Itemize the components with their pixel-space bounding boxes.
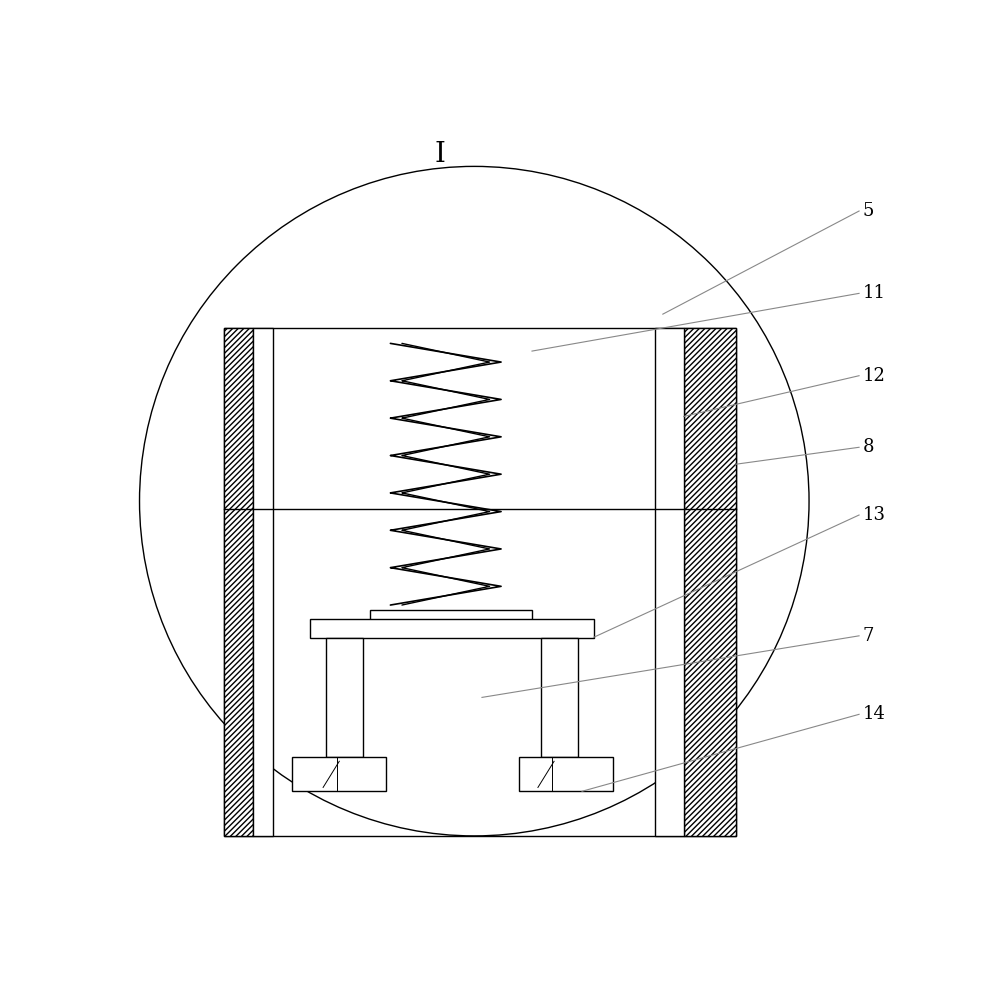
Bar	[292, 757, 385, 791]
Bar	[655, 328, 683, 836]
Bar	[224, 328, 736, 836]
Text: I: I	[434, 141, 445, 168]
Bar	[326, 638, 362, 757]
Text: 12: 12	[863, 367, 886, 385]
Bar	[519, 757, 613, 791]
Text: 8: 8	[863, 438, 875, 456]
Bar	[311, 619, 594, 638]
Bar	[541, 638, 578, 757]
Bar	[683, 328, 736, 836]
Bar	[253, 328, 273, 836]
Text: 7: 7	[863, 627, 874, 645]
Bar	[370, 610, 532, 620]
Text: 14: 14	[863, 705, 886, 723]
Text: 13: 13	[863, 506, 886, 524]
Bar	[224, 328, 253, 836]
Text: 11: 11	[863, 284, 886, 302]
Text: 5: 5	[863, 202, 874, 220]
